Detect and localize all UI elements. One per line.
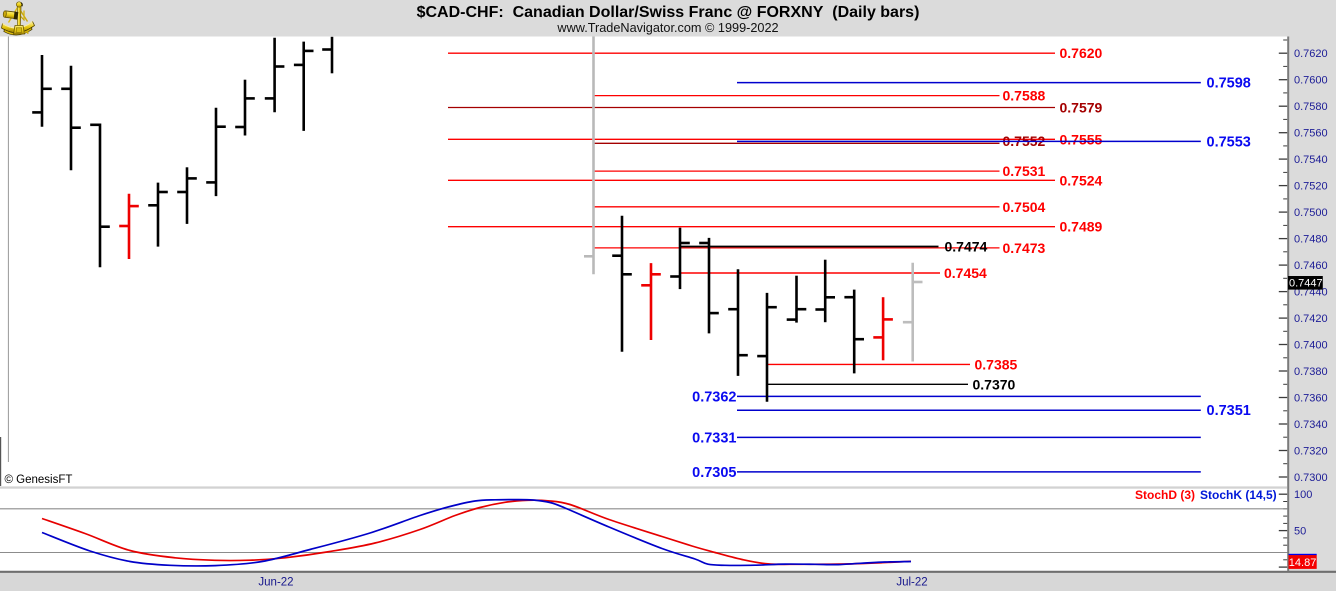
svg-text:0.7380: 0.7380 — [1294, 366, 1328, 378]
svg-text:0.7500: 0.7500 — [1294, 207, 1328, 219]
svg-text:0.7400: 0.7400 — [1294, 339, 1328, 351]
svg-text:0.7580: 0.7580 — [1294, 101, 1328, 113]
svg-text:0.7473: 0.7473 — [1003, 240, 1046, 256]
svg-text:0.7598: 0.7598 — [1207, 76, 1251, 92]
svg-text:0.7620: 0.7620 — [1294, 48, 1328, 60]
svg-text:0.7305: 0.7305 — [692, 465, 736, 481]
svg-text:0.7420: 0.7420 — [1294, 313, 1328, 325]
svg-text:0.7320: 0.7320 — [1294, 445, 1328, 457]
svg-text:0.7588: 0.7588 — [1003, 88, 1046, 104]
svg-text:0.7385: 0.7385 — [975, 356, 1018, 372]
svg-text:0.7579: 0.7579 — [1060, 100, 1103, 116]
svg-text:14.87: 14.87 — [1289, 557, 1317, 569]
svg-text:0.7560: 0.7560 — [1294, 128, 1328, 140]
svg-text:0.7447: 0.7447 — [1289, 278, 1323, 290]
svg-text:0.7340: 0.7340 — [1294, 419, 1328, 431]
svg-text:$CAD-CHF: Canadian Dollar/Swi: $CAD-CHF: Canadian Dollar/Swiss Franc @ … — [417, 4, 920, 21]
svg-text:0.7600: 0.7600 — [1294, 75, 1328, 87]
svg-text:0.7480: 0.7480 — [1294, 234, 1328, 246]
svg-text:0.7300: 0.7300 — [1294, 472, 1328, 484]
svg-text:Jul-22: Jul-22 — [896, 577, 927, 589]
svg-text:0.7520: 0.7520 — [1294, 181, 1328, 193]
svg-text:0.7362: 0.7362 — [692, 389, 736, 405]
svg-text:0.7531: 0.7531 — [1003, 163, 1046, 179]
svg-text:StochD (3): StochD (3) — [1135, 488, 1195, 502]
svg-text:0.7489: 0.7489 — [1060, 219, 1103, 235]
svg-text:100: 100 — [1294, 489, 1312, 501]
svg-text:0.7460: 0.7460 — [1294, 260, 1328, 272]
svg-text:www.TradeNavigator.com © 1999-: www.TradeNavigator.com © 1999-2022 — [556, 21, 778, 35]
svg-text:0.7524: 0.7524 — [1060, 172, 1103, 188]
svg-text:0.7504: 0.7504 — [1003, 199, 1046, 215]
svg-text:Jun-22: Jun-22 — [258, 577, 293, 589]
svg-text:0.7351: 0.7351 — [1207, 403, 1251, 419]
svg-text:0.7555: 0.7555 — [1060, 131, 1103, 147]
svg-text:0.7553: 0.7553 — [1207, 134, 1251, 150]
svg-text:0.7620: 0.7620 — [1060, 45, 1103, 61]
svg-text:StochK (14,5): StochK (14,5) — [1200, 488, 1277, 502]
svg-text:50: 50 — [1294, 526, 1306, 538]
svg-text:0.7454: 0.7454 — [944, 265, 987, 281]
svg-text:© GenesisFT: © GenesisFT — [5, 474, 73, 486]
svg-text:0.7360: 0.7360 — [1294, 392, 1328, 404]
svg-text:0.7474: 0.7474 — [945, 239, 988, 255]
svg-text:0.7370: 0.7370 — [973, 376, 1016, 392]
svg-text:0.7331: 0.7331 — [692, 430, 736, 446]
svg-text:0.7540: 0.7540 — [1294, 154, 1328, 166]
